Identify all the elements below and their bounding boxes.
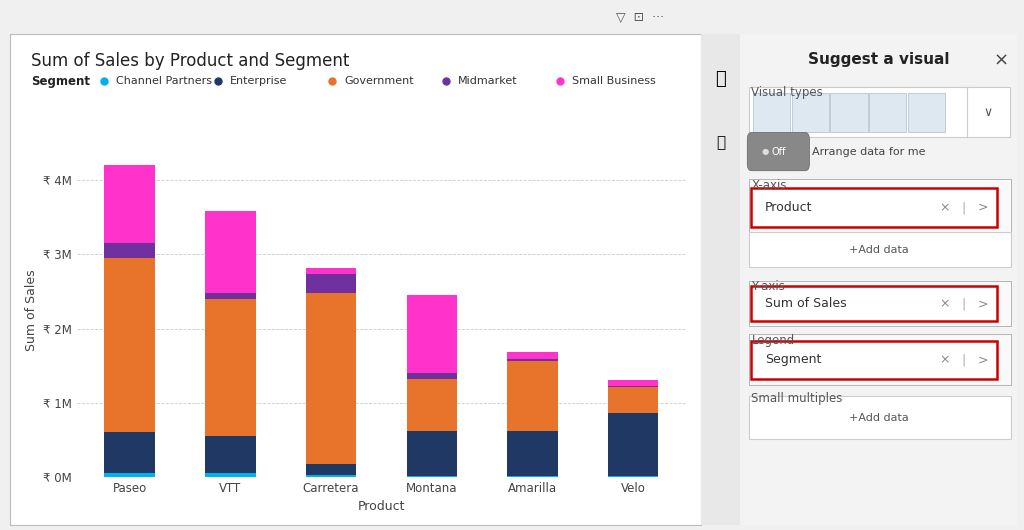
Bar — [507, 431, 558, 475]
FancyBboxPatch shape — [749, 396, 1012, 439]
FancyBboxPatch shape — [749, 87, 970, 137]
Bar — [104, 258, 155, 432]
Bar — [608, 380, 658, 386]
Bar — [306, 464, 356, 475]
Text: ●: ● — [762, 147, 769, 156]
Bar — [507, 360, 558, 431]
FancyBboxPatch shape — [830, 93, 867, 131]
Text: |: | — [962, 297, 966, 310]
Text: +Add data: +Add data — [849, 413, 908, 423]
Text: Visual types: Visual types — [752, 86, 823, 99]
Text: Sum of Sales: Sum of Sales — [765, 297, 847, 310]
Text: ×: × — [993, 51, 1009, 69]
Bar — [407, 373, 457, 379]
FancyBboxPatch shape — [869, 93, 906, 131]
Bar — [104, 432, 155, 473]
Y-axis label: Sum of Sales: Sum of Sales — [25, 269, 38, 351]
X-axis label: Product: Product — [357, 500, 406, 514]
Text: ×: × — [939, 354, 950, 366]
Bar — [608, 386, 658, 387]
Text: |: | — [962, 354, 966, 366]
FancyBboxPatch shape — [792, 93, 828, 131]
Text: |: | — [962, 201, 966, 214]
Bar — [306, 293, 356, 464]
Bar — [608, 476, 658, 477]
Bar — [407, 295, 457, 373]
Bar — [306, 268, 356, 275]
Text: Suggest a visual: Suggest a visual — [808, 51, 949, 67]
Text: 📊: 📊 — [716, 69, 726, 87]
Bar — [205, 436, 256, 473]
Text: Off: Off — [772, 147, 786, 157]
FancyBboxPatch shape — [753, 93, 791, 131]
Bar — [205, 293, 256, 299]
Bar — [507, 359, 558, 360]
Bar — [104, 165, 155, 243]
Text: Segment: Segment — [765, 354, 821, 366]
Text: Segment: Segment — [31, 75, 90, 87]
Text: Sum of Sales by Product and Segment: Sum of Sales by Product and Segment — [31, 51, 349, 69]
Text: +Add data: +Add data — [849, 245, 908, 255]
Bar — [407, 379, 457, 431]
FancyBboxPatch shape — [752, 341, 997, 378]
Bar — [205, 211, 256, 293]
Bar — [306, 275, 356, 293]
FancyBboxPatch shape — [752, 286, 997, 321]
Text: Small Business: Small Business — [572, 76, 656, 86]
Bar — [104, 243, 155, 258]
Text: ∨: ∨ — [984, 106, 993, 119]
Text: ▽  ⊡  ···: ▽ ⊡ ··· — [616, 11, 664, 24]
FancyBboxPatch shape — [907, 93, 945, 131]
Bar — [507, 475, 558, 477]
Bar — [407, 475, 457, 477]
Bar — [104, 473, 155, 477]
Text: Small multiples: Small multiples — [752, 392, 843, 405]
Text: >: > — [978, 297, 988, 310]
Bar — [306, 475, 356, 477]
Text: Legend: Legend — [752, 333, 795, 347]
Bar — [608, 387, 658, 413]
Bar — [205, 299, 256, 436]
Text: 🖌: 🖌 — [717, 135, 725, 150]
FancyBboxPatch shape — [749, 179, 1012, 235]
Text: Government: Government — [344, 76, 414, 86]
FancyBboxPatch shape — [749, 280, 1012, 326]
Text: >: > — [978, 201, 988, 214]
Bar — [407, 431, 457, 475]
Bar — [507, 351, 558, 359]
Text: Y-axis: Y-axis — [752, 280, 785, 293]
FancyBboxPatch shape — [752, 188, 997, 227]
Text: Channel Partners: Channel Partners — [116, 76, 212, 86]
Bar — [608, 413, 658, 476]
Text: ×: × — [939, 297, 950, 310]
FancyBboxPatch shape — [749, 232, 1012, 267]
Bar — [205, 473, 256, 477]
Text: >: > — [978, 354, 988, 366]
Text: X-axis: X-axis — [752, 179, 786, 192]
Text: Product: Product — [765, 201, 813, 214]
Text: Arrange data for me: Arrange data for me — [812, 147, 926, 157]
FancyBboxPatch shape — [749, 334, 1012, 385]
Text: Midmarket: Midmarket — [458, 76, 518, 86]
Text: ×: × — [939, 201, 950, 214]
FancyBboxPatch shape — [967, 87, 1010, 137]
FancyBboxPatch shape — [748, 132, 809, 171]
Text: Enterprise: Enterprise — [230, 76, 288, 86]
